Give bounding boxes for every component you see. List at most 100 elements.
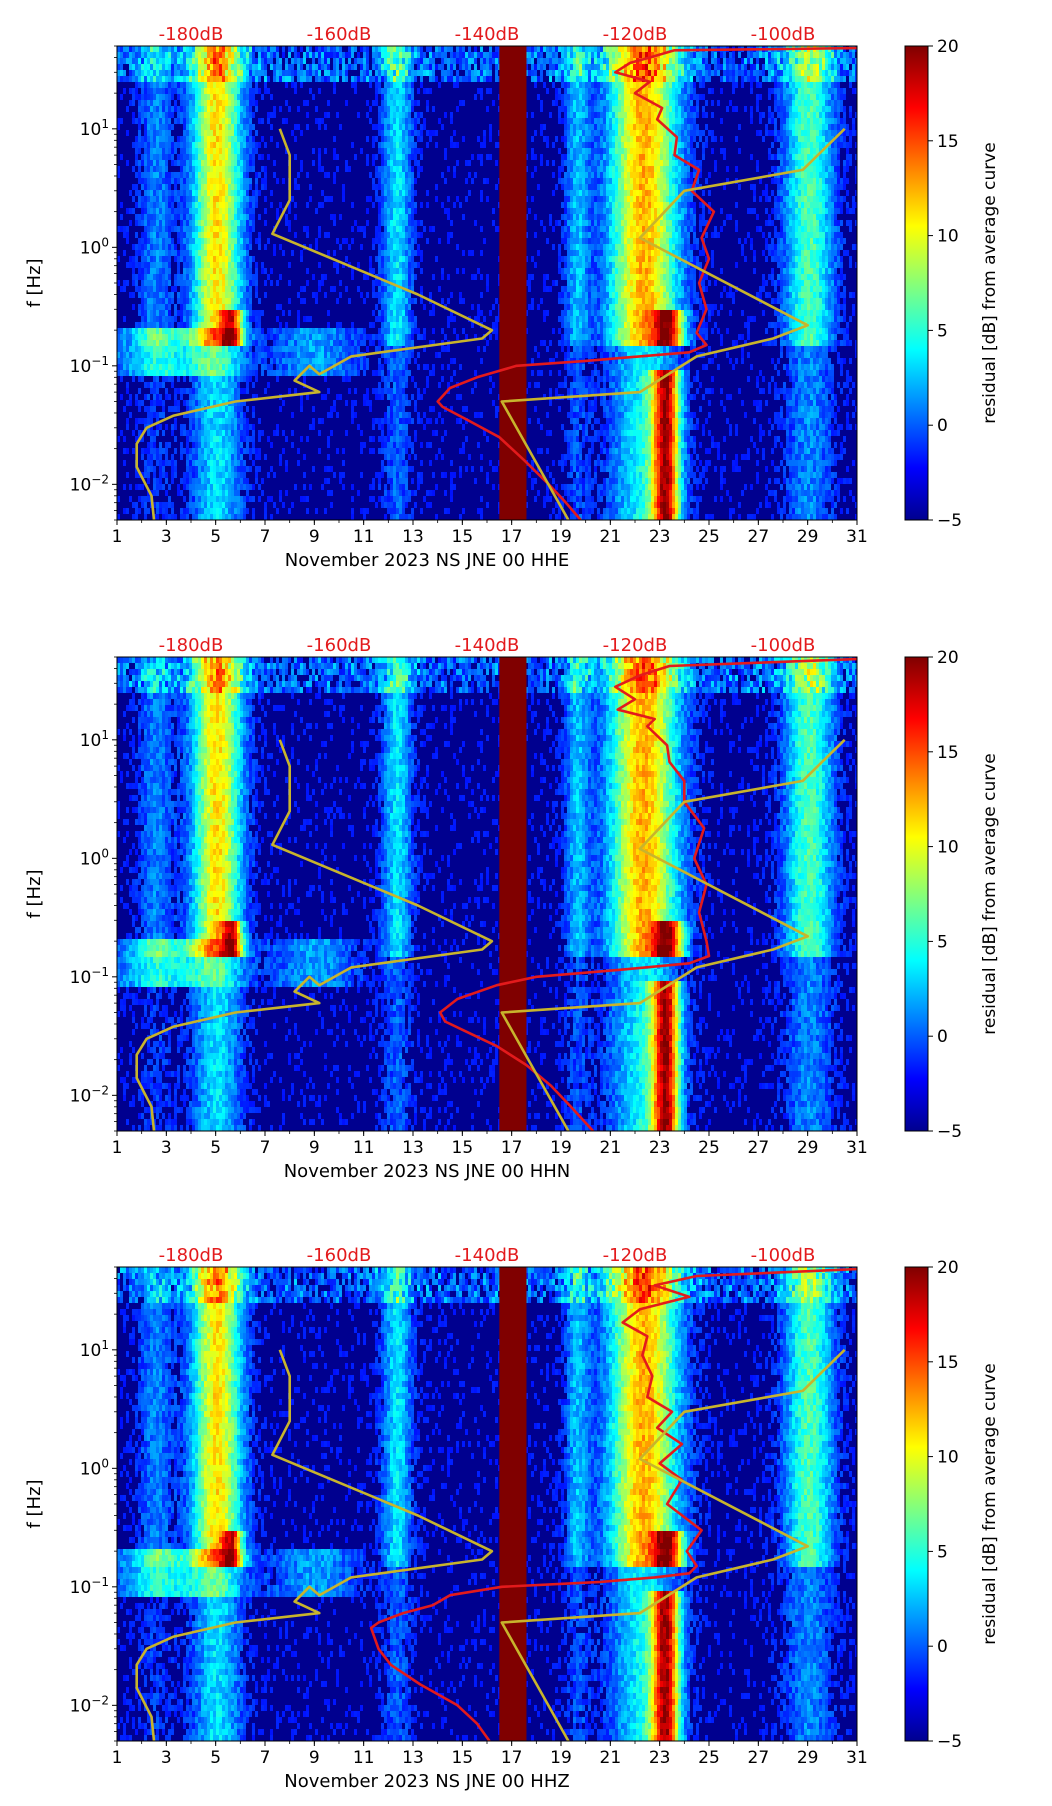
x-tick-label: 29 [797,527,819,547]
y-axis-label: f [Hz] [24,869,45,918]
x-tick-label: 11 [353,1138,375,1158]
colorbar-tick-label: 5 [937,1542,948,1562]
x-tick-label: 5 [210,1138,221,1158]
top-db-label: -120dB [603,635,668,656]
x-tick-label: 31 [846,527,868,547]
top-db-label: -100dB [751,635,816,656]
reference-curve-yellow-2 [500,1348,846,1741]
x-tick-label: 13 [402,1138,424,1158]
colorbar-tick-label: 15 [937,743,959,763]
x-tick-label: 25 [698,1748,720,1768]
top-db-label: -120dB [603,1245,668,1266]
top-db-label: -140dB [455,1245,520,1266]
y-axis: 10−2 10−1 100 101 f [Hz] [24,656,117,1132]
x-tick-label: 13 [402,1748,424,1768]
spectrogram-texture [117,46,857,520]
colorbar-tick-label: 10 [937,838,959,858]
reference-curve-yellow-1 [135,1349,494,1741]
top-db-axis: -180dB -160dB -140dB -120dB -100dB [159,635,816,656]
y-tick-label: 100 [80,1456,109,1479]
psd-curve-red [438,657,857,1131]
x-tick-label: 27 [748,1748,770,1768]
reference-curve-yellow-1 [135,128,494,520]
colorbar-gradient [904,1266,929,1742]
x-tick-label: 1 [112,1138,123,1158]
x-tick-label: 29 [797,1138,819,1158]
x-tick-label: 21 [600,527,622,547]
top-db-label: -100dB [751,24,816,45]
top-db-label: -140dB [455,635,520,656]
top-db-label: -180dB [159,635,224,656]
top-db-label: -100dB [751,1245,816,1266]
y-axis-label: f [Hz] [24,258,45,307]
colorbar-tick-label: 10 [937,1448,959,1468]
colorbar-tick-label: 0 [937,416,948,436]
y-axis-label: f [Hz] [24,1479,45,1528]
top-db-label: -120dB [603,24,668,45]
colorbar-tick-label: −5 [937,511,962,531]
top-db-label: -160dB [307,24,372,45]
x-tick-label: 3 [161,1748,172,1768]
x-tick-label: 3 [161,1138,172,1158]
y-tick-label: 10−1 [70,354,109,377]
x-tick-label: 17 [501,1138,523,1158]
x-tick-label: 17 [501,1748,523,1768]
top-db-label: -140dB [455,24,520,45]
x-tick-label: 7 [260,527,271,547]
x-tick-label: 19 [550,1748,572,1768]
x-tick-label: 9 [309,1138,320,1158]
x-tick-label: 29 [797,1748,819,1768]
psd-curve-red [369,1267,857,1741]
x-tick-label: 27 [748,1138,770,1158]
x-tick-label: 31 [846,1138,868,1158]
top-db-label: -180dB [159,24,224,45]
colorbar-tick-label: −5 [937,1122,962,1142]
y-tick-label: 10−2 [70,1693,109,1716]
colorbar-tick-label: 10 [937,227,959,247]
reference-curve-yellow-1 [135,739,494,1131]
y-tick-label: 10−1 [70,965,109,988]
top-db-axis: -180dB -160dB -140dB -120dB -100dB [159,1245,816,1266]
x-tick-label: 21 [600,1748,622,1768]
colorbar: −5 0 5 10 15 20 residual [dB] from average cur… [904,1258,1000,1752]
x-tick-label: 19 [550,527,572,547]
x-tick-label: 23 [649,1138,671,1158]
x-tick-label: 7 [260,1748,271,1768]
y-tick-label: 101 [80,728,109,751]
y-tick-label: 101 [80,1338,109,1361]
x-tick-label: 25 [698,527,720,547]
colorbar-tick-label: −5 [937,1732,962,1752]
x-tick-label: 1 [112,1748,123,1768]
colorbar-label: residual [dB] from average curve [980,753,1000,1034]
x-tick-label: 3 [161,527,172,547]
reference-curve-yellow-2 [500,127,846,520]
x-axis-label: November 2023 NS JNE 00 HHE [285,550,569,571]
colorbar-tick-label: 5 [937,932,948,952]
y-tick-label: 10−1 [70,1575,109,1598]
colorbar-tick-label: 20 [937,1258,959,1278]
colorbar-tick-label: 0 [937,1027,948,1047]
x-tick-label: 19 [550,1138,572,1158]
x-tick-label: 9 [309,1748,320,1768]
x-axis-label: November 2023 NS JNE 00 HHZ [284,1771,569,1792]
y-tick-label: 101 [80,117,109,140]
data-gap-block [499,657,527,1131]
data-gap-block [499,1267,527,1741]
psd-curve-red [436,46,857,520]
x-tick-label: 15 [452,527,474,547]
y-tick-label: 10−2 [70,472,109,495]
x-tick-label: 13 [402,527,424,547]
x-tick-label: 17 [501,527,523,547]
x-tick-label: 21 [600,1138,622,1158]
x-tick-label: 25 [698,1138,720,1158]
spectrogram-image [117,657,857,1131]
colorbar-label: residual [dB] from average curve [980,142,1000,423]
x-axis-label: November 2023 NS JNE 00 HHN [284,1161,571,1182]
top-db-label: -180dB [159,1245,224,1266]
y-tick-label: 10−2 [70,1083,109,1106]
y-axis: 10−2 10−1 100 101 f [Hz] [24,45,117,521]
